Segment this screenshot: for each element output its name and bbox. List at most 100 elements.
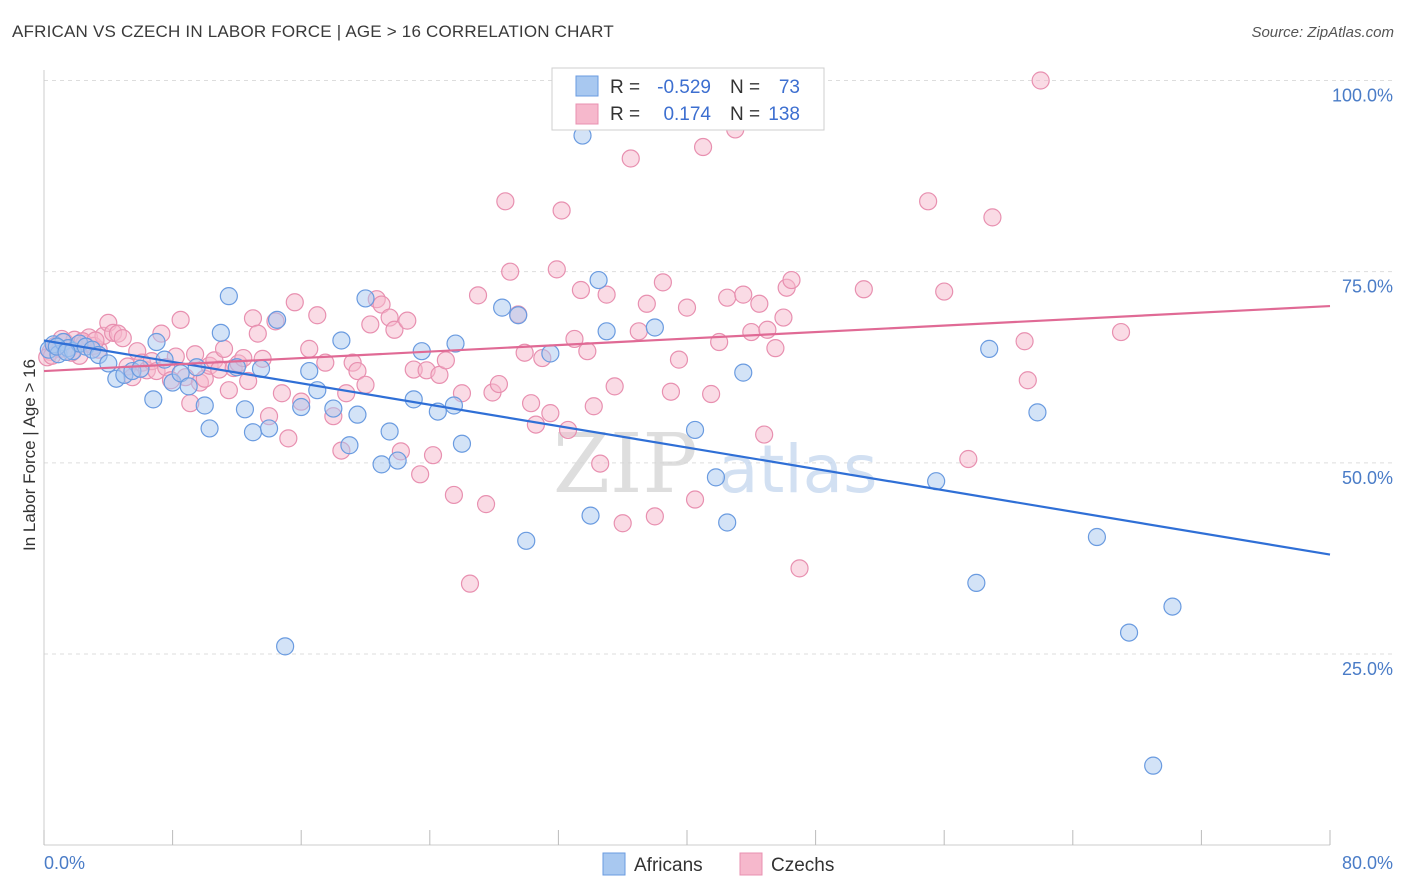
czech-point (584, 397, 603, 416)
african-point (99, 354, 118, 373)
czech-point (669, 350, 689, 369)
czech-point (444, 485, 464, 505)
african-point (685, 420, 705, 440)
african-point (597, 322, 616, 341)
series-africans (39, 126, 1182, 775)
african-point (219, 287, 238, 306)
african-point (380, 422, 399, 441)
bottom-legend-label-czechs: Czechs (771, 855, 834, 876)
czech-point (685, 490, 705, 509)
african-point (200, 419, 219, 438)
axes: 0.0% 80.0% (43, 70, 1393, 873)
czech-point (591, 454, 610, 473)
african-point (267, 310, 287, 329)
trend-lines (43, 304, 1331, 556)
czech-point (578, 342, 597, 361)
watermark-atlas: atlas (718, 431, 878, 508)
y-tick-label: 25.0% (1342, 659, 1393, 679)
bottom-legend-label-africans: Africans (634, 855, 703, 876)
czech-point (661, 382, 681, 401)
legend-n-value-czechs: 138 (768, 104, 800, 125)
african-point (324, 399, 343, 418)
czech-point (361, 315, 380, 334)
czech-point (113, 329, 132, 348)
czech-point (171, 310, 190, 329)
african-point (517, 531, 536, 550)
y-axis-label: In Labor Force | Age > 16 (20, 359, 39, 551)
legend-r-value-czechs: 0.174 (663, 104, 711, 125)
african-point (259, 419, 279, 438)
czech-point (279, 429, 298, 448)
legend-r-value-africans: -0.529 (657, 77, 711, 98)
african-point (1119, 623, 1139, 642)
series-legend: Africans Czechs (602, 852, 834, 876)
czech-point (1031, 71, 1050, 90)
african-point (235, 400, 255, 419)
legend-swatch-africans (575, 75, 599, 97)
czech-point (239, 371, 258, 391)
czech-point (476, 495, 496, 514)
african-point (541, 344, 560, 363)
czech-point (935, 282, 954, 301)
czech-point (496, 192, 515, 211)
czech-point (316, 353, 335, 372)
african-point (195, 396, 214, 415)
czech-point (750, 294, 769, 313)
african-point (589, 270, 608, 290)
african-point (147, 332, 166, 352)
chart-source: Source: ZipAtlas.com (1251, 24, 1394, 41)
african-point (1144, 756, 1163, 775)
czech-point (337, 384, 356, 403)
czech-point (501, 262, 520, 281)
african-point (1028, 403, 1047, 422)
czech-point (515, 343, 534, 362)
chart-title: AFRICAN VS CZECH IN LABOR FORCE | AGE > … (12, 22, 614, 41)
czech-point (489, 374, 509, 394)
czech-point (552, 201, 571, 220)
czech-point (526, 415, 545, 434)
czech-point (436, 351, 455, 370)
legend-n-label-africans: N = (730, 77, 760, 98)
czech-point (385, 320, 404, 339)
czech-point (356, 375, 375, 394)
czech-point (272, 384, 292, 403)
czech-point (854, 280, 873, 299)
czech-point (1018, 371, 1037, 390)
czech-point (629, 322, 648, 341)
czech-point (285, 293, 304, 312)
czech-point (734, 285, 753, 304)
african-point (292, 397, 311, 417)
watermark: ZIP atlas (553, 417, 878, 512)
czech-point (645, 507, 664, 526)
african-point (444, 396, 464, 415)
african-point (276, 637, 295, 656)
czech-point (613, 514, 632, 533)
legend-n-value-africans: 73 (779, 77, 800, 98)
czech-point (372, 295, 391, 314)
czech-point (1015, 332, 1034, 351)
legend-swatch-czechs (575, 103, 599, 125)
african-point (179, 377, 198, 396)
czech-point (766, 339, 785, 358)
czech-point (782, 270, 801, 290)
correlation-legend: R = -0.529 N = 73 R = 0.174 N = 138 (551, 67, 825, 131)
legend-n-label-czechs: N = (730, 104, 760, 125)
czech-point (214, 339, 234, 358)
czech-point (1111, 322, 1131, 342)
czech-point (411, 465, 430, 484)
african-point (706, 468, 726, 487)
bottom-legend-swatch-czechs (739, 852, 763, 876)
african-point (348, 405, 367, 424)
czech-point (219, 381, 238, 400)
legend-r-label-africans: R = (610, 77, 640, 98)
africans-trend-line (43, 339, 1331, 556)
czech-point (959, 449, 978, 469)
african-point (340, 436, 359, 455)
czech-point (774, 308, 793, 327)
czech-point (983, 208, 1002, 227)
african-point (734, 363, 753, 382)
czech-point (460, 574, 480, 593)
african-point (243, 423, 263, 442)
czech-point (597, 285, 616, 304)
czech-point (348, 361, 367, 381)
